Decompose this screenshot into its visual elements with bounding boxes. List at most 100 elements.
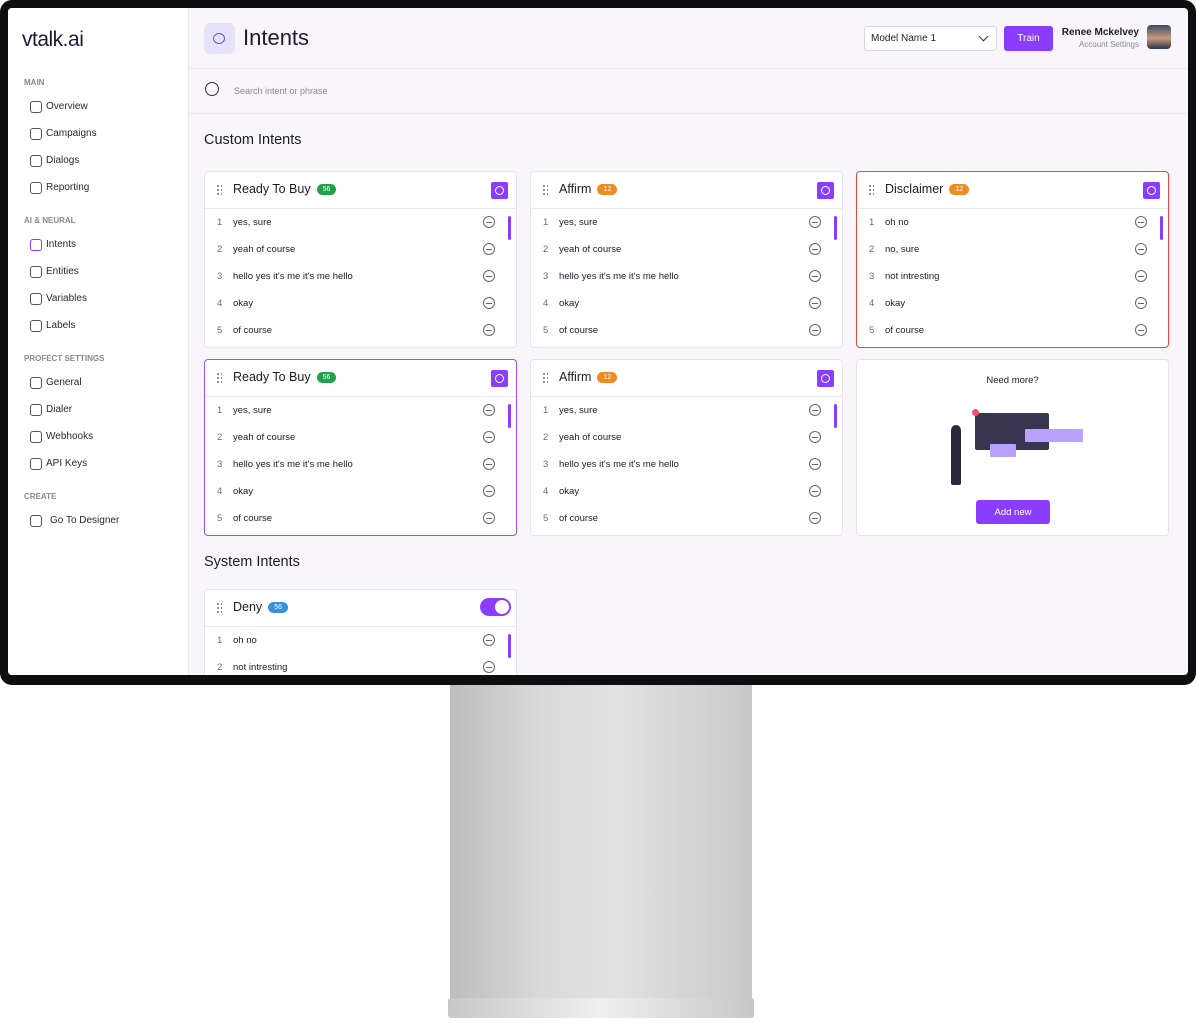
intent-card: Ready To Buy 56 1 yes, sure 2 yeah of course 3…: [204, 171, 517, 348]
remove-phrase-button[interactable]: [483, 270, 495, 282]
remove-phrase-button[interactable]: [1135, 243, 1147, 255]
phrase-row: 4 okay: [857, 290, 1157, 317]
phrase-text: okay: [559, 298, 580, 309]
remove-phrase-button[interactable]: [1135, 324, 1147, 336]
phrase-text: okay: [559, 486, 580, 497]
remove-phrase-button[interactable]: [483, 634, 495, 646]
toggle[interactable]: [480, 598, 511, 616]
nav-item[interactable]: Labels: [20, 315, 170, 337]
remove-phrase-button[interactable]: [483, 216, 495, 228]
intent-name: Affirm: [559, 370, 592, 384]
remove-phrase-button[interactable]: [809, 431, 821, 443]
user-subtitle[interactable]: Account Settings: [1078, 40, 1139, 49]
remove-phrase-button[interactable]: [483, 404, 495, 416]
nav-icon: [30, 266, 42, 278]
phrase-row: 4 okay: [531, 478, 831, 505]
remove-phrase-button[interactable]: [809, 458, 821, 470]
phrase-text: yes, sure: [233, 405, 272, 416]
nav-icon: [30, 431, 42, 443]
section-title: System Intents: [204, 554, 300, 570]
nav-item[interactable]: Variables: [20, 288, 170, 310]
remove-phrase-button[interactable]: [809, 485, 821, 497]
button-label: Train: [1017, 33, 1040, 44]
phrase-text: yeah of course: [559, 432, 622, 443]
drag-handle: [216, 184, 222, 196]
model-select[interactable]: Model Name 1: [864, 26, 997, 51]
phrase-row: 4 okay: [205, 478, 505, 505]
scrollbar: [508, 404, 511, 428]
nav-label: Go To Designer: [50, 515, 120, 526]
remove-phrase-button[interactable]: [483, 458, 495, 470]
nav-item[interactable]: Entities: [20, 261, 170, 283]
search-bar[interactable]: Search intent or phrase: [188, 68, 1188, 114]
nav-label: Reporting: [46, 182, 90, 193]
nav-label: Dialogs: [46, 155, 80, 166]
nav-item[interactable]: API Keys: [20, 453, 170, 475]
count-badge: 12: [597, 371, 618, 383]
remove-phrase-button[interactable]: [483, 324, 495, 336]
intent-card: Ready To Buy 56 1 yes, sure 2 yeah of course 3…: [204, 359, 517, 536]
screen: vtalk.ai MAIN Overview Campaigns Dialogs Repo…: [8, 8, 1188, 675]
remove-phrase-button[interactable]: [483, 485, 495, 497]
remove-phrase-button[interactable]: [483, 512, 495, 524]
add-phrase-button[interactable]: [817, 370, 834, 387]
nav-item[interactable]: General: [20, 372, 170, 394]
remove-phrase-button[interactable]: [809, 216, 821, 228]
count-badge: 12: [949, 183, 970, 195]
train-button[interactable]: Train: [1004, 26, 1053, 51]
user-name: Renee Mckelvey: [1061, 27, 1139, 38]
nav-item[interactable]: Dialer: [20, 399, 170, 421]
remove-phrase-button[interactable]: [483, 431, 495, 443]
nav-label: Labels: [46, 320, 76, 331]
phrase-index: 2: [217, 244, 223, 255]
remove-phrase-button[interactable]: [1135, 270, 1147, 282]
nav-item[interactable]: Webhooks: [20, 426, 170, 448]
phrase-index: 2: [217, 662, 223, 673]
nav-item[interactable]: Campaigns: [20, 123, 170, 145]
nav-item[interactable]: Dialogs: [20, 150, 170, 172]
phrase-index: 4: [869, 298, 875, 309]
drag-handle: [542, 372, 548, 384]
remove-phrase-button[interactable]: [483, 243, 495, 255]
add-new-button[interactable]: Add new: [976, 500, 1050, 524]
phrase-row: 2 not intresting: [205, 654, 505, 675]
nav-item[interactable]: Overview: [20, 96, 170, 118]
remove-phrase-button[interactable]: [809, 512, 821, 524]
section-title: AI & NEURAL: [24, 216, 76, 225]
add-phrase-button[interactable]: [491, 370, 508, 387]
nav-item[interactable]: Go To Designer: [20, 510, 170, 532]
card-header: Ready To Buy 56: [233, 370, 337, 384]
scrollbar: [508, 634, 511, 658]
remove-phrase-button[interactable]: [809, 324, 821, 336]
minus: [812, 436, 818, 438]
phrase-text: yeah of course: [233, 432, 296, 443]
phrase-index: 5: [217, 513, 223, 524]
header-divider: [531, 208, 842, 209]
section-title: PROFECT SETTINGS: [24, 354, 105, 363]
minus: [486, 436, 492, 438]
nav-item[interactable]: Intents: [20, 234, 170, 256]
illustration-panel: [990, 444, 1016, 457]
remove-phrase-button[interactable]: [809, 270, 821, 282]
phrase-text: of course: [233, 325, 273, 336]
minus: [812, 329, 818, 331]
add-phrase-button[interactable]: [817, 182, 834, 199]
phrase-row: 5 of course: [857, 317, 1157, 344]
phrase-index: 1: [543, 217, 549, 228]
remove-phrase-button[interactable]: [809, 243, 821, 255]
remove-phrase-button[interactable]: [483, 297, 495, 309]
remove-phrase-button[interactable]: [1135, 297, 1147, 309]
phrase-text: yeah of course: [233, 244, 296, 255]
remove-phrase-button[interactable]: [809, 404, 821, 416]
add-phrase-button[interactable]: [491, 182, 508, 199]
nav-item[interactable]: Reporting: [20, 177, 170, 199]
remove-phrase-button[interactable]: [483, 661, 495, 673]
phrase-text: yes, sure: [233, 217, 272, 228]
remove-phrase-button[interactable]: [1135, 216, 1147, 228]
count-badge: 56: [268, 601, 288, 613]
promo-card: Need more? Add new: [856, 359, 1169, 536]
phrase-index: 4: [217, 298, 223, 309]
add-phrase-button[interactable]: [1143, 182, 1160, 199]
remove-phrase-button[interactable]: [809, 297, 821, 309]
minus: [1138, 248, 1144, 250]
